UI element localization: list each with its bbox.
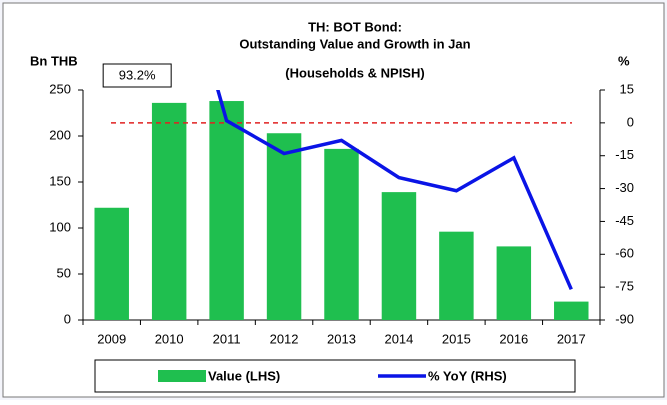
bar (381, 192, 417, 320)
y2-tick-label: -90 (615, 311, 634, 326)
y-tick-label: 50 (57, 265, 71, 280)
y-axis-label: Bn THB (30, 53, 78, 68)
line (216, 90, 573, 291)
x-tick-label: 2009 (97, 331, 126, 346)
bar (209, 101, 244, 320)
value-label: 93.2% (119, 67, 156, 82)
x-tick-label: 2011 (213, 331, 241, 346)
y2-tick-label: -30 (615, 180, 634, 195)
bar (324, 148, 359, 320)
x-tick-label: 2013 (327, 331, 356, 346)
y-tick-label: 100 (49, 219, 71, 234)
x-tick-label: 2014 (384, 331, 413, 346)
x-tick-label: 2015 (442, 331, 471, 346)
legend-label: Value (LHS) (208, 368, 280, 383)
y2-axis-label: % (618, 53, 630, 68)
y-tick-label: 250 (49, 81, 71, 96)
y-tick-label: 200 (49, 127, 71, 142)
bar (266, 133, 302, 320)
y2-tick-label: 15 (620, 81, 634, 96)
bar (439, 231, 474, 320)
bar (151, 102, 187, 320)
y2-tick-label: -60 (615, 246, 634, 261)
x-tick-label: 2010 (155, 331, 184, 346)
chart-title: (Households & NPISH) (285, 65, 424, 80)
x-tick-label: 2016 (499, 331, 528, 346)
y2-tick-label: -45 (615, 213, 634, 228)
chart-title: TH: BOT Bond: (308, 19, 402, 34)
bar (496, 246, 532, 320)
y-tick-label: 150 (49, 173, 71, 188)
bar (554, 301, 589, 320)
legend-label: % YoY (RHS) (428, 368, 507, 383)
y2-tick-label: -15 (615, 147, 634, 162)
line-group (216, 90, 573, 291)
y-tick-label: 0 (64, 311, 71, 326)
x-tick-label: 2017 (557, 331, 586, 346)
value-label-box (102, 63, 172, 88)
bar (94, 207, 129, 320)
chart-title: Outstanding Value and Growth in Jan (239, 36, 470, 51)
legend-swatch (158, 370, 206, 382)
y2-tick-label: 0 (627, 114, 634, 129)
y2-tick-label: -75 (615, 279, 634, 294)
x-tick-label: 2012 (270, 331, 299, 346)
